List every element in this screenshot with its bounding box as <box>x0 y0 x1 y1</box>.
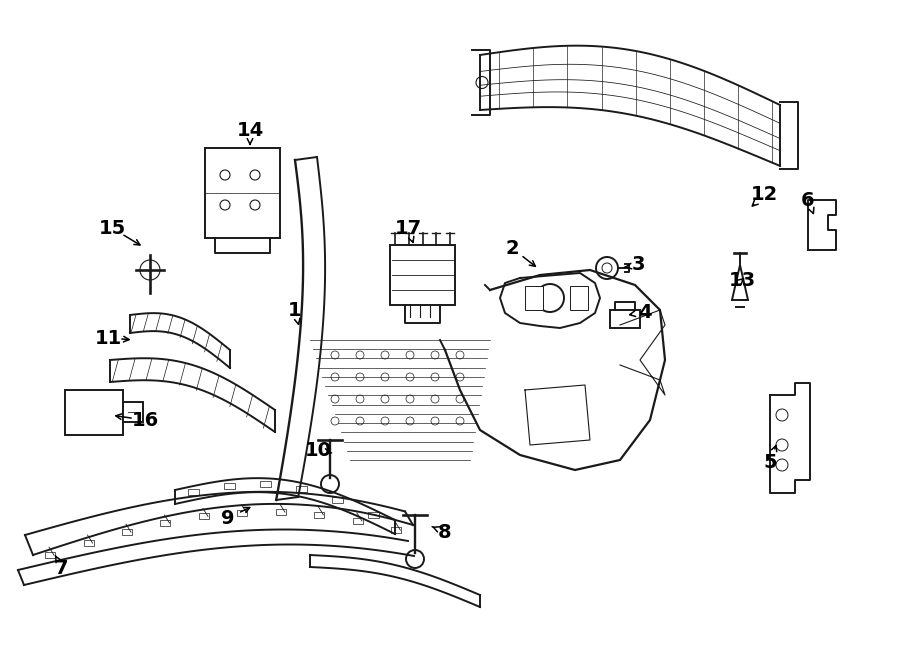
Bar <box>570 286 588 310</box>
Bar <box>205 148 280 238</box>
Bar <box>367 512 379 518</box>
Text: 6: 6 <box>801 190 814 210</box>
Text: 16: 16 <box>131 410 158 430</box>
Text: 15: 15 <box>98 219 126 237</box>
Bar <box>123 402 143 422</box>
Text: 10: 10 <box>304 440 331 459</box>
Bar <box>45 552 55 558</box>
Bar <box>122 529 132 535</box>
Text: 9: 9 <box>221 508 235 527</box>
Bar <box>276 509 286 515</box>
Bar <box>65 390 123 435</box>
Text: 12: 12 <box>751 186 778 204</box>
Bar <box>238 510 248 516</box>
Bar <box>610 310 640 328</box>
Bar <box>224 483 235 489</box>
Text: 8: 8 <box>438 522 452 541</box>
Bar <box>260 481 271 487</box>
Text: 2: 2 <box>505 239 518 258</box>
Text: 1: 1 <box>288 301 302 319</box>
Bar <box>296 486 307 492</box>
Text: 14: 14 <box>237 120 264 139</box>
Text: 3: 3 <box>631 256 644 274</box>
Text: 17: 17 <box>394 219 421 237</box>
Bar <box>353 518 363 524</box>
Bar <box>84 540 94 546</box>
Bar <box>331 496 343 502</box>
Text: 7: 7 <box>55 559 68 578</box>
Bar <box>160 520 170 526</box>
Text: 4: 4 <box>638 303 652 321</box>
Bar <box>525 286 543 310</box>
Bar <box>390 245 455 305</box>
Bar <box>188 489 199 495</box>
Bar <box>199 514 209 520</box>
Bar <box>392 527 401 533</box>
Text: 11: 11 <box>94 329 122 348</box>
Bar <box>314 512 324 518</box>
Text: 13: 13 <box>728 270 756 290</box>
Text: 5: 5 <box>763 453 777 471</box>
